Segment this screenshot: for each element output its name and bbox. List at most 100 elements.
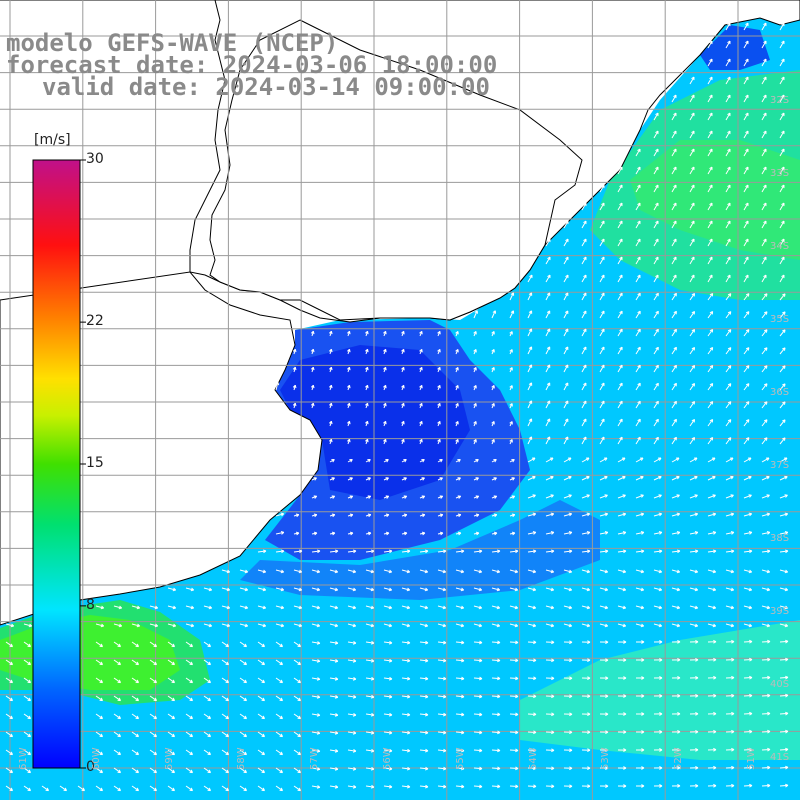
wind-arrow — [95, 767, 104, 774]
wind-arrow — [5, 731, 14, 738]
wind-arrow — [292, 384, 297, 391]
wind-arrow — [203, 713, 212, 720]
wind-arrow — [419, 402, 423, 409]
wind-arrow — [5, 659, 14, 666]
wind-arrow — [653, 112, 659, 121]
wind-arrow — [599, 712, 609, 716]
wind-arrow — [455, 459, 461, 463]
wind-arrow — [23, 659, 32, 666]
wind-arrow — [203, 695, 212, 702]
wind-arrow — [779, 419, 786, 427]
wind-arrow — [221, 749, 230, 756]
wind-arrow — [328, 366, 333, 373]
wind-arrow — [563, 712, 573, 717]
wind-arrow — [473, 459, 479, 463]
wind-arrow — [707, 765, 717, 770]
wind-arrow — [401, 569, 411, 574]
wind-arrow — [365, 658, 375, 663]
wind-arrow — [311, 605, 321, 610]
longitude-label: 54W — [527, 747, 539, 770]
wind-arrow — [671, 436, 677, 445]
wind-arrow — [185, 605, 195, 610]
longitude-label: 61W — [18, 747, 29, 770]
wind-arrow — [563, 531, 573, 535]
wind-arrow — [401, 640, 411, 645]
wind-arrow — [221, 587, 231, 592]
wind-arrow — [473, 766, 483, 771]
wind-arrow — [671, 364, 677, 373]
wind-arrow — [761, 623, 771, 628]
wind-arrow — [761, 94, 767, 103]
wind-arrow — [401, 459, 407, 463]
wind-arrow — [365, 438, 369, 445]
wind-arrow — [383, 366, 387, 373]
wind-arrow — [725, 401, 732, 409]
wind-arrow — [743, 675, 753, 680]
wind-arrow — [419, 640, 429, 645]
wind-arrow — [437, 459, 443, 463]
wind-arrow — [346, 366, 351, 373]
wind-arrow — [761, 437, 768, 445]
wind-arrow — [581, 328, 587, 337]
wind-arrow — [167, 659, 176, 666]
wind-arrow — [131, 749, 140, 756]
wind-arrow — [581, 382, 587, 391]
wind-arrow — [328, 330, 333, 337]
wind-arrow — [761, 293, 768, 301]
wind-arrow — [347, 459, 353, 463]
wind-arrow — [671, 130, 677, 139]
wind-arrow — [545, 748, 555, 753]
wind-arrow — [383, 623, 393, 628]
wind-arrow — [383, 748, 393, 753]
wind-arrow — [328, 438, 333, 445]
wind-arrow — [527, 748, 537, 753]
wind-arrow — [779, 76, 785, 85]
wind-arrow — [653, 436, 659, 445]
wind-arrow — [653, 382, 659, 391]
wind-arrow — [743, 457, 752, 463]
wind-arrow — [437, 658, 447, 663]
wind-arrow — [491, 349, 495, 355]
wind-arrow — [149, 659, 158, 666]
wind-arrow — [725, 40, 731, 49]
wind-arrow — [635, 512, 645, 517]
wind-arrow — [581, 748, 591, 753]
wind-arrow — [401, 495, 408, 499]
wind-arrow — [653, 549, 663, 554]
wind-arrow — [95, 623, 105, 628]
wind-arrow — [491, 676, 501, 681]
wind-arrow — [563, 730, 573, 735]
wind-arrow — [599, 184, 605, 193]
wind-arrow — [365, 348, 369, 355]
wind-arrow — [653, 130, 659, 139]
wind-arrow — [707, 293, 714, 301]
wind-arrow — [779, 383, 786, 391]
wind-arrow — [635, 605, 645, 610]
wind-arrow — [527, 494, 536, 499]
wind-arrow — [527, 364, 533, 373]
wind-arrow — [725, 112, 731, 121]
wind-arrow — [743, 238, 749, 247]
wind-arrow — [131, 623, 141, 628]
wind-arrow — [761, 148, 767, 157]
wind-arrow — [509, 439, 513, 445]
wind-arrow — [617, 475, 626, 481]
wind-arrow — [473, 605, 483, 610]
wind-arrow — [779, 238, 785, 247]
wind-arrow — [5, 623, 15, 628]
wind-arrow — [761, 401, 768, 409]
wind-arrow — [707, 329, 714, 337]
wind-arrow — [275, 587, 285, 592]
wind-arrow — [527, 605, 537, 610]
wind-arrow — [401, 513, 408, 518]
wind-arrow — [725, 531, 735, 535]
wind-arrow — [329, 695, 339, 699]
wind-arrow — [581, 531, 591, 535]
wind-arrow — [617, 382, 623, 391]
wind-arrow — [563, 784, 573, 789]
wind-arrow — [581, 418, 587, 427]
wind-arrow — [653, 730, 663, 734]
wind-arrow — [761, 238, 767, 247]
wind-arrow — [761, 457, 770, 463]
wind-arrow — [599, 457, 608, 463]
